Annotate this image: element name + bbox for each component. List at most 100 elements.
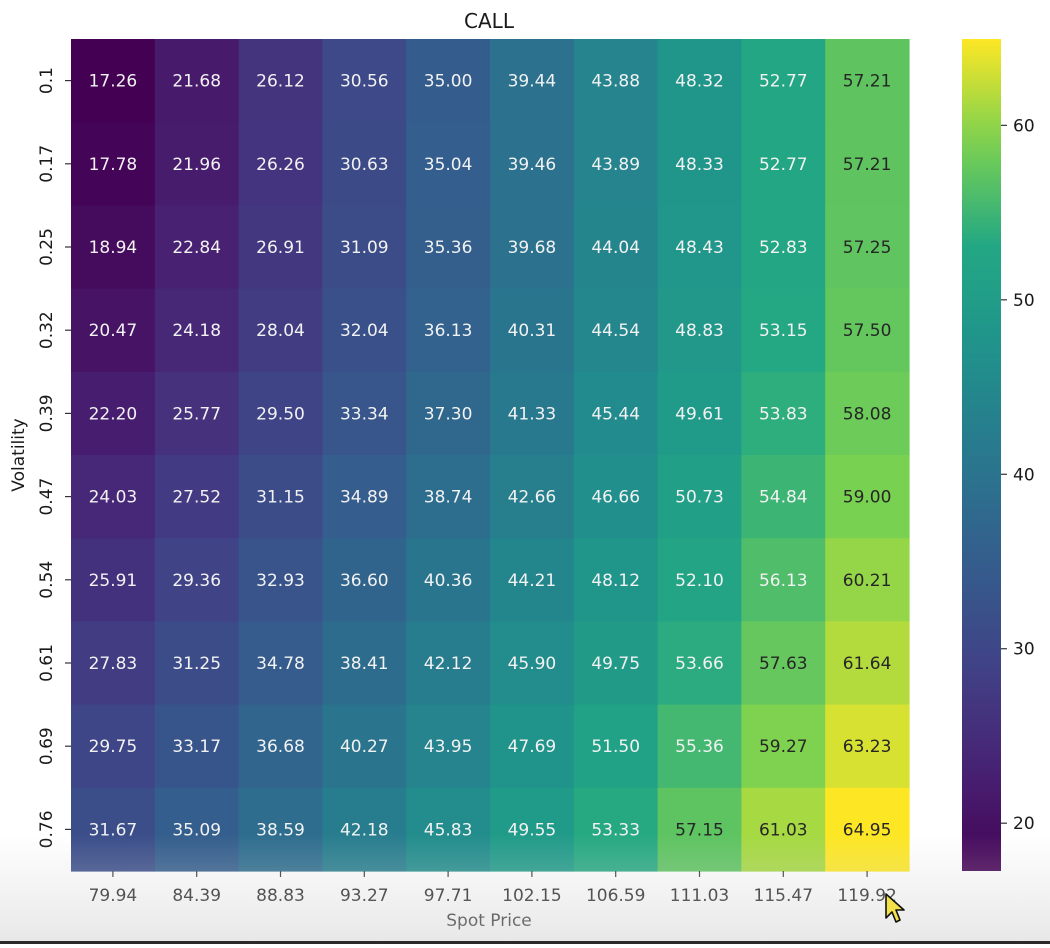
heatmap-cell	[573, 288, 659, 373]
colorbar-tick-label: 20	[1013, 814, 1035, 834]
heatmap-cell	[825, 122, 910, 206]
cell-value-label: 43.89	[591, 155, 640, 175]
heatmap-cell	[406, 288, 491, 373]
heatmap-cell	[238, 704, 323, 789]
heatmap-cell	[71, 371, 156, 456]
cell-value-label: 21.96	[172, 155, 221, 175]
cell-value-label: 27.52	[172, 488, 221, 508]
cell-value-label: 26.12	[256, 72, 305, 92]
cell-value-label: 36.68	[256, 737, 305, 757]
heatmap-cell	[154, 621, 240, 706]
y-tick-label: 0.32	[37, 311, 57, 349]
cell-value-label: 29.75	[89, 737, 138, 757]
cell-value-label: 44.21	[508, 571, 557, 591]
heatmap-cell	[741, 455, 826, 539]
heatmap-cell	[154, 455, 240, 539]
x-tick-label: 106.59	[586, 886, 645, 906]
heatmap-cell	[657, 39, 742, 123]
heatmap-cell	[573, 371, 659, 456]
cell-value-label: 50.73	[675, 488, 724, 508]
heatmap-cell	[657, 538, 742, 622]
cell-value-label: 53.66	[675, 654, 724, 674]
x-tick-label: 111.03	[670, 886, 729, 906]
heatmap-cell	[71, 538, 156, 622]
heatmap-cell	[238, 288, 323, 373]
cell-value-label: 27.83	[89, 654, 138, 674]
x-tick-label: 79.94	[89, 886, 138, 906]
y-axis-label: Volatility	[9, 418, 29, 491]
cell-value-label: 43.95	[424, 737, 473, 757]
heatmap-cell	[322, 621, 407, 706]
heatmap-cell	[573, 538, 659, 622]
y-tick-label: 0.25	[37, 228, 57, 266]
cell-value-label: 31.15	[256, 488, 305, 508]
heatmap-cell	[490, 371, 575, 456]
cell-value-label: 46.66	[591, 488, 640, 508]
cell-value-label: 35.00	[424, 72, 473, 92]
x-tick-label: 115.47	[754, 886, 813, 906]
heatmap-cell	[573, 455, 659, 539]
y-tick-label: 0.17	[37, 145, 57, 183]
cell-value-label: 26.91	[256, 238, 305, 258]
cell-value-label: 24.18	[172, 321, 221, 341]
cell-value-label: 21.68	[172, 72, 221, 92]
cell-value-label: 37.30	[424, 404, 473, 424]
cell-value-label: 51.50	[591, 737, 640, 757]
cell-value-label: 18.94	[89, 238, 138, 258]
cell-value-label: 60.21	[843, 571, 892, 591]
heatmap-cell	[406, 704, 491, 789]
heatmap-cell	[741, 538, 826, 622]
heatmap-cell	[657, 371, 742, 456]
heatmap-cell	[825, 288, 910, 373]
cell-value-label: 43.88	[591, 72, 640, 92]
cell-value-label: 44.54	[591, 321, 640, 341]
cell-value-label: 32.04	[340, 321, 389, 341]
cell-value-label: 48.32	[675, 72, 724, 92]
heatmap-cell	[490, 205, 575, 290]
y-tick-label: 0.54	[37, 561, 57, 599]
x-axis: 79.94 84.39 88.83 93.27 97.71 102.15 106.59 111…	[89, 871, 897, 906]
heatmap-cell	[322, 205, 407, 290]
heatmap-cell	[238, 205, 323, 290]
heatmap-cell	[71, 621, 156, 706]
heatmap-cell	[490, 288, 575, 373]
cell-value-label: 40.27	[340, 737, 389, 757]
heatmap-cell	[657, 205, 742, 290]
cell-value-label: 57.63	[759, 654, 808, 674]
heatmap-cell	[322, 704, 407, 789]
heatmap-cell	[741, 704, 826, 789]
y-tick-label: 0.76	[37, 810, 57, 848]
y-tick-label: 0.1	[37, 67, 57, 94]
cell-value-label: 55.36	[675, 737, 724, 757]
x-axis-label: Spot Price	[446, 911, 532, 931]
heatmap-cell	[154, 39, 240, 123]
colorbar-tick-label: 40	[1013, 465, 1035, 485]
cell-value-label: 53.83	[759, 404, 808, 424]
heatmap-cell	[238, 455, 323, 539]
cell-value-label: 24.03	[89, 488, 138, 508]
cell-value-label: 42.18	[340, 820, 389, 840]
x-tick-label: 102.15	[502, 886, 561, 906]
chart-title: CALL	[464, 9, 515, 33]
cell-value-label: 31.09	[340, 238, 389, 258]
heatmap-cell	[825, 205, 910, 290]
colorbar-tick-label: 50	[1013, 291, 1035, 311]
cell-value-label: 48.33	[675, 155, 724, 175]
cell-value-label: 33.34	[340, 404, 389, 424]
cell-value-label: 34.89	[340, 488, 389, 508]
heatmap-cell	[490, 621, 575, 706]
cell-value-label: 45.44	[591, 404, 640, 424]
cell-value-label: 49.75	[591, 654, 640, 674]
cell-value-label: 45.90	[508, 654, 557, 674]
cell-value-label: 54.84	[759, 488, 808, 508]
cell-value-label: 22.20	[89, 404, 138, 424]
heatmap-cell	[573, 621, 659, 706]
x-tick-label: 93.27	[340, 886, 389, 906]
heatmap-cell	[238, 371, 323, 456]
cell-value-label: 57.50	[843, 321, 892, 341]
colorbar-tick-label: 60	[1013, 116, 1035, 136]
heatmap-cell	[322, 39, 407, 123]
heatmap-cell	[322, 122, 407, 206]
